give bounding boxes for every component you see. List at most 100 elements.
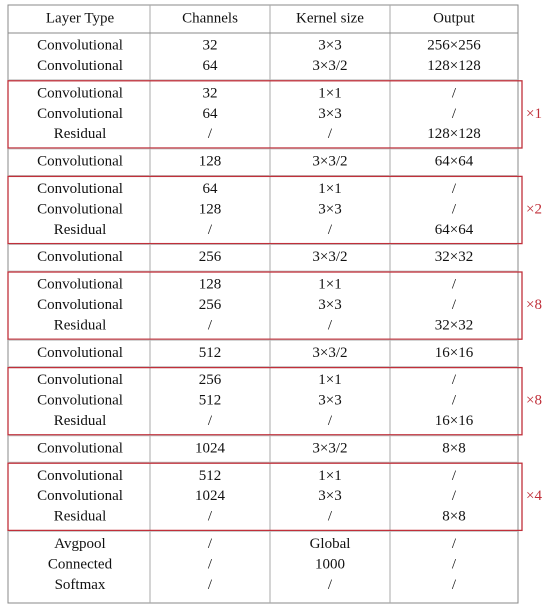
cell: Residual [54,222,107,238]
cell: / [328,317,333,333]
cell: 32 [203,38,218,54]
cell: / [452,577,457,593]
cell: / [328,126,333,142]
repeat-label: ×2 [526,201,542,217]
cell: 3×3 [318,393,341,409]
cell: Convolutional [37,38,123,54]
repeat-box [7,462,523,532]
cell: / [328,509,333,525]
cell: 64×64 [435,222,474,238]
cell: / [452,106,457,122]
cell: Convolutional [37,249,123,265]
cell: 3×3 [318,488,341,504]
cell: Convolutional [37,345,123,361]
cell: 1024 [195,488,226,504]
cell: / [452,536,457,552]
header-cell: Channels [182,10,238,26]
cell: / [208,577,213,593]
cell: Convolutional [37,277,123,293]
cell: / [452,181,457,197]
cell: Convolutional [37,488,123,504]
cell: Global [310,536,351,552]
repeat-label: ×1 [526,106,542,122]
cell: / [452,85,457,101]
cell: / [208,536,213,552]
cell: 1×1 [318,372,341,388]
cell: Convolutional [37,372,123,388]
header-cell: Layer Type [46,10,115,26]
header-cell: Kernel size [296,10,364,26]
cell: Residual [54,413,107,429]
cell: 3×3/2 [312,58,347,74]
cell: 128×128 [427,58,480,74]
cell: Avgpool [54,536,105,552]
cell: 512 [199,393,222,409]
cell: 32×32 [435,249,473,265]
cell: Convolutional [37,58,123,74]
cell: / [328,222,333,238]
cell: 64 [203,106,219,122]
cell: 128 [199,201,222,217]
repeat-box [7,175,523,245]
repeat-box [7,80,523,149]
cell: 64 [203,181,219,197]
cell: Convolutional [37,154,123,170]
cell: 32×32 [435,317,473,333]
cell: / [452,201,457,217]
cell: Residual [54,317,107,333]
cell: 8×8 [442,440,465,456]
cell: Convolutional [37,440,123,456]
cell: 16×16 [435,413,474,429]
cell: 1×1 [318,468,341,484]
cell: 64 [203,58,219,74]
cell: Convolutional [37,393,123,409]
cell: 256 [199,249,222,265]
cell: 1×1 [318,277,341,293]
cell: Convolutional [37,106,123,122]
cell: 512 [199,468,222,484]
cell: 3×3 [318,106,341,122]
cell: Convolutional [37,468,123,484]
cell: 256 [199,372,222,388]
header-cell: Output [433,10,476,26]
cell: 1×1 [318,181,341,197]
cell: 3×3 [318,38,341,54]
cell: / [452,488,457,504]
cell: / [328,413,333,429]
cell: 3×3 [318,201,341,217]
cell: / [208,317,213,333]
cell: 3×3 [318,297,341,313]
cell: / [452,468,457,484]
cell: / [208,509,213,525]
cell: / [452,277,457,293]
cell: Softmax [55,577,106,593]
cell: 512 [199,345,222,361]
cell: 32 [203,85,218,101]
cell: Convolutional [37,297,123,313]
cell: 1×1 [318,85,341,101]
cell: Convolutional [37,181,123,197]
cell: 3×3/2 [312,249,347,265]
cell: 128 [199,277,222,293]
repeat-box [7,271,523,340]
cell: / [452,556,457,572]
repeat-box [7,366,523,436]
cell: / [208,556,213,572]
repeat-label: ×4 [526,488,542,504]
repeat-label: ×8 [526,297,542,313]
cell: Residual [54,509,107,525]
cell: / [452,393,457,409]
cell: Convolutional [37,201,123,217]
cell: 8×8 [442,509,465,525]
cell: / [452,297,457,313]
cell: Convolutional [37,85,123,101]
cell: 3×3/2 [312,440,347,456]
repeat-label: ×8 [526,393,542,409]
cell: Connected [48,556,113,572]
cell: / [208,126,213,142]
cell: 1024 [195,440,226,456]
cell: / [452,372,457,388]
cell: / [208,413,213,429]
